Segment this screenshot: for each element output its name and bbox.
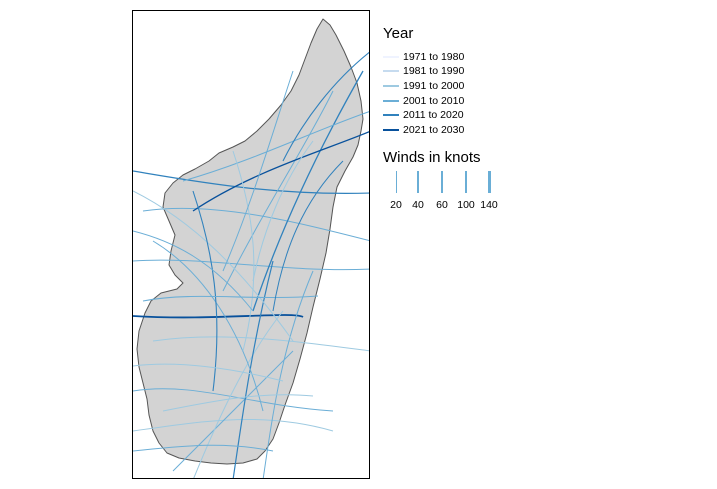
legend-winds-title: Winds in knots [383,149,481,166]
legend-year-label: 1991 to 2000 [403,80,465,92]
cyclone-track [133,418,334,432]
legend-wind-label: 20 [390,199,402,211]
cyclone-track [142,295,319,302]
cyclone-track [252,70,364,312]
cyclone-track [133,190,294,342]
cyclone-track [192,190,218,392]
cyclone-track [222,90,334,292]
cyclone-track [193,310,284,478]
cyclone-track [282,51,369,162]
cyclone-track [133,259,369,271]
legend-wind-label: 140 [480,199,498,211]
legend-year-swatch [383,56,399,58]
legend-wind-tick [395,171,397,193]
legend-wind-tick [464,171,468,193]
cyclone-track [162,394,314,412]
map-panel [132,10,370,479]
cyclone-track [172,350,294,472]
legend-year-swatch [383,100,399,102]
cyclone-track [142,207,369,242]
cyclone-track [133,170,369,194]
cyclone-track [232,150,255,352]
legend-year-label: 2011 to 2020 [403,109,464,121]
legend-wind-tick [487,171,491,193]
legend-year-swatch [383,114,399,116]
legend-year-label: 2001 to 2010 [403,95,465,107]
cyclone-track [133,388,334,412]
cyclone-track [133,363,284,382]
madagascar-cyclone-track-map [133,18,369,478]
cyclone-track [192,131,369,212]
cyclone-tracks [133,51,369,478]
legend-wind-label: 40 [412,199,424,211]
legend-year-label: 1981 to 1990 [403,65,465,77]
legend-year-swatch [383,70,399,72]
legend-year-swatch [383,85,399,87]
legend-year-title: Year [383,25,414,42]
legend-wind-label: 60 [436,199,448,211]
legend-year-label: 2021 to 2030 [403,124,465,136]
legend-year-swatch [383,129,399,131]
cyclone-track [152,240,264,412]
legend-wind-tick [417,171,419,193]
legend-wind-tick [441,171,443,193]
cyclone-track [133,230,254,312]
legend-year-label: 1971 to 1980 [403,51,465,63]
cyclone-track [272,160,344,312]
cyclone-track [222,70,294,272]
cyclone-track [152,336,369,352]
cyclone-track [182,111,369,182]
cyclone-track [252,140,314,282]
cyclone-track [133,444,274,452]
madagascar-landmass [136,18,364,465]
legend-wind-label: 100 [457,199,475,211]
cyclone-track [232,260,274,478]
